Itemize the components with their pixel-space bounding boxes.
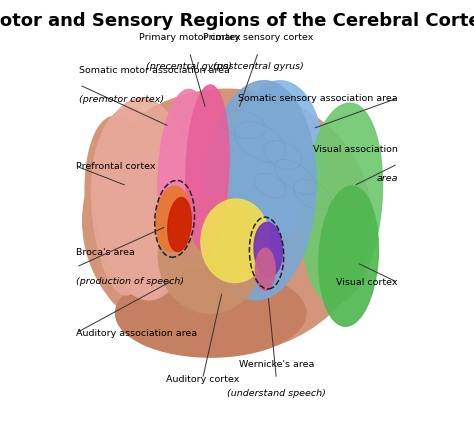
Text: Motor and Sensory Regions of the Cerebral Cortex: Motor and Sensory Regions of the Cerebra… <box>0 12 474 30</box>
Ellipse shape <box>301 103 383 304</box>
Ellipse shape <box>96 98 194 300</box>
Ellipse shape <box>116 269 306 357</box>
Ellipse shape <box>156 186 190 251</box>
Ellipse shape <box>201 199 270 282</box>
Text: Visual association: Visual association <box>313 145 398 154</box>
Ellipse shape <box>82 89 372 353</box>
Text: (production of speech): (production of speech) <box>76 277 184 286</box>
Text: Wernicke's area: Wernicke's area <box>239 361 314 370</box>
Text: Visual cortex: Visual cortex <box>337 278 398 287</box>
Text: area: area <box>376 174 398 183</box>
Ellipse shape <box>168 198 191 251</box>
Ellipse shape <box>204 81 316 300</box>
Ellipse shape <box>158 194 263 313</box>
Text: Prefrontal cortex: Prefrontal cortex <box>76 162 155 171</box>
Text: (postcentral gyrus): (postcentral gyrus) <box>213 61 304 71</box>
Text: Broca's area: Broca's area <box>76 248 135 257</box>
Ellipse shape <box>319 186 378 326</box>
Text: Somatic motor association area: Somatic motor association area <box>80 66 230 75</box>
Text: Primary motor cortex: Primary motor cortex <box>138 33 240 42</box>
Ellipse shape <box>91 130 146 295</box>
Ellipse shape <box>255 248 275 290</box>
Ellipse shape <box>230 81 323 238</box>
Text: Somatic sensory association area: Somatic sensory association area <box>238 94 398 103</box>
Text: (premotor cortex): (premotor cortex) <box>80 95 164 103</box>
Text: (precentral gyrus): (precentral gyrus) <box>146 61 232 71</box>
Ellipse shape <box>158 89 214 265</box>
Ellipse shape <box>186 85 229 251</box>
Text: Auditory cortex: Auditory cortex <box>166 375 239 384</box>
Text: Primary sensory cortex: Primary sensory cortex <box>203 33 313 42</box>
Ellipse shape <box>85 116 159 299</box>
Text: (understand speech): (understand speech) <box>227 389 326 398</box>
Text: Auditory association area: Auditory association area <box>76 328 197 338</box>
Ellipse shape <box>94 108 183 299</box>
Ellipse shape <box>254 222 283 277</box>
